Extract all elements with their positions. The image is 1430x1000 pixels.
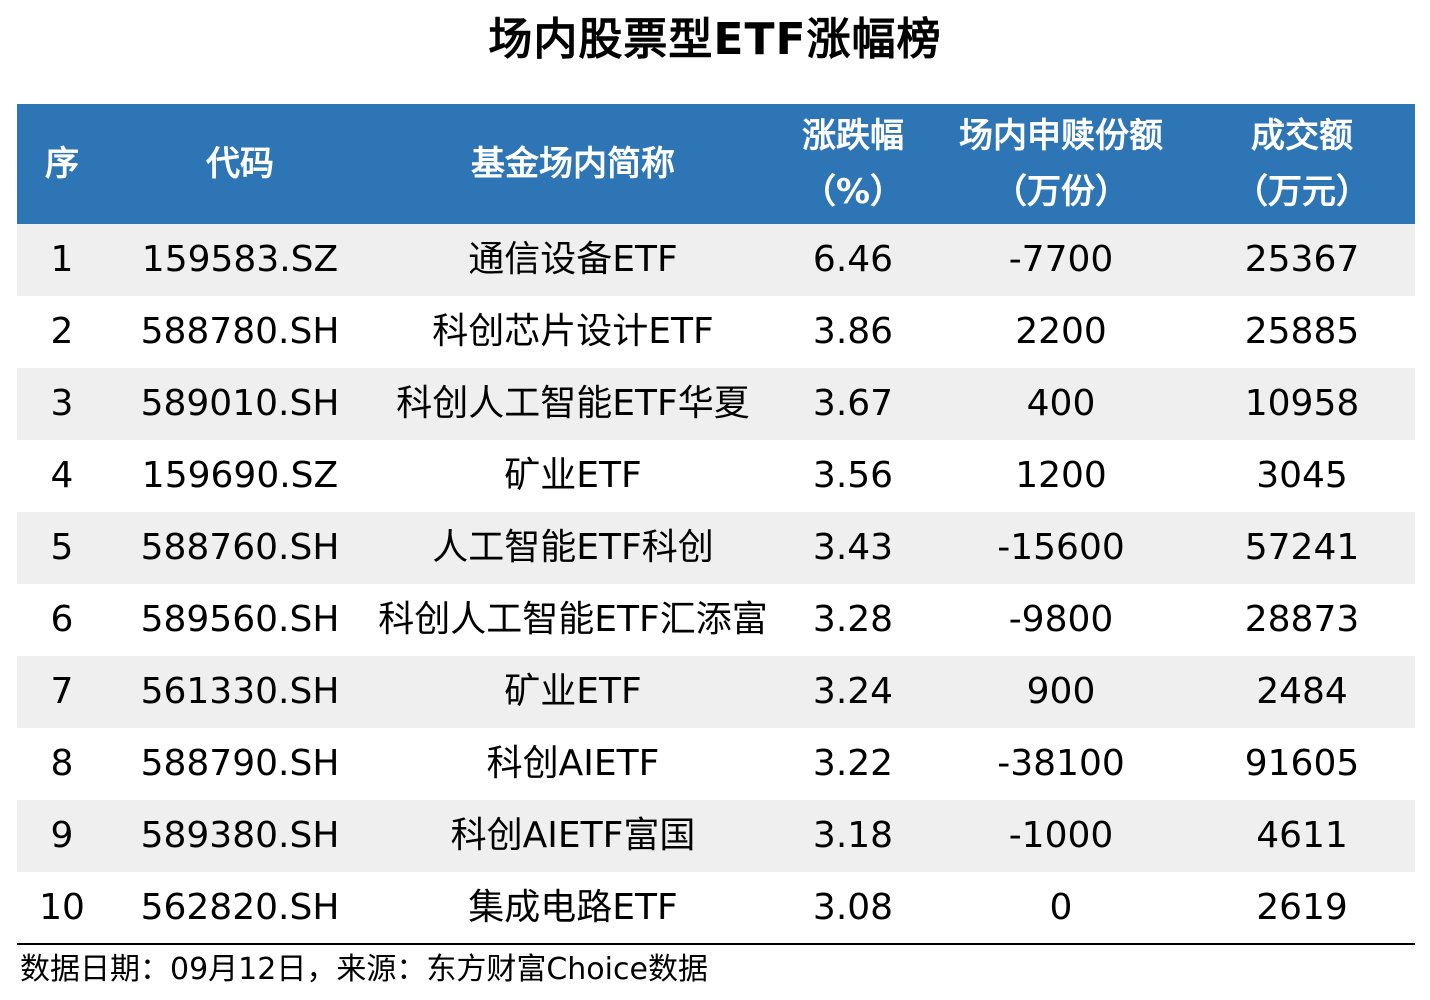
header-units: 场内申赎份额 （万份） [959, 116, 1163, 212]
name-cell: 人工智能ETF科创 [373, 512, 773, 584]
rank-cell: 10 [39, 887, 85, 928]
change-cell: 6.46 [812, 239, 894, 280]
turnover-cell: 57241 [1244, 527, 1360, 568]
change-cell: 3.86 [812, 311, 894, 352]
fund-name: 科创AIETF富国 [450, 815, 696, 856]
table-row: 7 561330.SH 矿业ETF 3.24 900 2484 [17, 656, 1415, 728]
rank-cell: 6 [50, 599, 74, 640]
change-cell: 3.08 [812, 887, 894, 928]
table-row: 2 588780.SH 科创芯片设计ETF 3.86 2200 25885 [17, 296, 1415, 368]
change-cell: 3.43 [812, 527, 894, 568]
name-cell: 通信设备ETF [373, 224, 773, 296]
units-cell: -38100 [997, 743, 1125, 784]
fund-name: 科创芯片设计ETF [432, 311, 714, 352]
change-cell: 3.67 [812, 383, 894, 424]
table-row: 6 589560.SH 科创人工智能ETF汇添富 3.28 -9800 2887… [17, 584, 1415, 656]
change-cell: 3.18 [812, 815, 894, 856]
rank-cell: 8 [50, 743, 74, 784]
fund-name: 矿业ETF [504, 671, 642, 712]
header-change: 涨跌幅 （%） [801, 116, 905, 212]
turnover-cell: 28873 [1244, 599, 1360, 640]
units-cell: 0 [1049, 887, 1073, 928]
change-cell: 3.28 [812, 599, 894, 640]
fund-name: 通信设备ETF [468, 239, 678, 280]
turnover-cell: 25367 [1244, 239, 1360, 280]
units-cell: -9800 [1008, 599, 1114, 640]
rank-cell: 9 [50, 815, 74, 856]
fund-name: 科创AIETF [486, 743, 660, 784]
rank-cell: 4 [50, 455, 74, 496]
rank-cell: 5 [50, 527, 74, 568]
fund-name: 科创人工智能ETF华夏 [396, 383, 750, 424]
footer-divider [17, 943, 1415, 945]
code-cell: 589010.SH [140, 383, 340, 424]
table-row: 5 588760.SH 人工智能ETF科创 3.43 -15600 57241 [17, 512, 1415, 584]
header-code: 代码 [206, 144, 274, 184]
change-cell: 3.24 [812, 671, 894, 712]
fund-name: 科创人工智能ETF汇添富 [378, 599, 768, 640]
fund-name: 人工智能ETF科创 [432, 527, 714, 568]
units-cell: 1200 [1015, 455, 1107, 496]
name-cell: 科创芯片设计ETF [373, 296, 773, 368]
table-row: 4 159690.SZ 矿业ETF 3.56 1200 3045 [17, 440, 1415, 512]
table-row: 8 588790.SH 科创AIETF 3.22 -38100 91605 [17, 728, 1415, 800]
etf-ranking-table: 序 代码 基金场内简称 涨跌幅 （%） 场内申赎份额 （万份） 成交额 （万元） 1 … [17, 104, 1415, 944]
table-row: 9 589380.SH 科创AIETF富国 3.18 -1000 4611 [17, 800, 1415, 872]
table-row: 10 562820.SH 集成电路ETF 3.08 0 2619 [17, 872, 1415, 944]
page-title: 场内股票型ETF涨幅榜 [488, 14, 942, 65]
name-cell: 科创人工智能ETF汇添富 [373, 584, 773, 656]
turnover-cell: 2484 [1256, 671, 1348, 712]
code-cell: 589380.SH [140, 815, 340, 856]
units-cell: 900 [1026, 671, 1096, 712]
turnover-cell: 3045 [1256, 455, 1348, 496]
header-name: 基金场内简称 [471, 144, 675, 184]
code-cell: 159583.SZ [141, 239, 339, 280]
table-row: 3 589010.SH 科创人工智能ETF华夏 3.67 400 10958 [17, 368, 1415, 440]
code-cell: 159690.SZ [141, 455, 339, 496]
units-cell: 400 [1026, 383, 1096, 424]
rank-cell: 3 [50, 383, 74, 424]
code-cell: 588780.SH [140, 311, 340, 352]
units-cell: -15600 [997, 527, 1125, 568]
turnover-cell: 91605 [1244, 743, 1360, 784]
rank-cell: 7 [50, 671, 74, 712]
name-cell: 科创AIETF [373, 728, 773, 800]
rank-cell: 2 [50, 311, 74, 352]
change-cell: 3.22 [812, 743, 894, 784]
code-cell: 589560.SH [140, 599, 340, 640]
header-rank: 序 [45, 144, 79, 184]
header-turnover: 成交额 （万元） [1234, 116, 1370, 212]
units-cell: -1000 [1008, 815, 1114, 856]
turnover-cell: 4611 [1256, 815, 1348, 856]
name-cell: 集成电路ETF [373, 872, 773, 944]
rank-cell: 1 [50, 239, 74, 280]
turnover-cell: 10958 [1244, 383, 1360, 424]
fund-name: 矿业ETF [504, 455, 642, 496]
code-cell: 562820.SH [140, 887, 340, 928]
table-row: 1 159583.SZ 通信设备ETF 6.46 -7700 25367 [17, 224, 1415, 296]
source-note: 数据日期：09月12日，来源：东方财富Choice数据 [20, 952, 708, 987]
units-cell: -7700 [1008, 239, 1114, 280]
name-cell: 矿业ETF [373, 440, 773, 512]
units-cell: 2200 [1015, 311, 1107, 352]
name-cell: 科创AIETF富国 [373, 800, 773, 872]
turnover-cell: 2619 [1256, 887, 1348, 928]
name-cell: 科创人工智能ETF华夏 [373, 368, 773, 440]
code-cell: 588790.SH [140, 743, 340, 784]
code-cell: 588760.SH [140, 527, 340, 568]
table-header-row: 序 代码 基金场内简称 涨跌幅 （%） 场内申赎份额 （万份） 成交额 （万元） [17, 104, 1415, 224]
fund-name: 集成电路ETF [468, 887, 678, 928]
turnover-cell: 25885 [1244, 311, 1360, 352]
code-cell: 561330.SH [140, 671, 340, 712]
change-cell: 3.56 [812, 455, 894, 496]
name-cell: 矿业ETF [373, 656, 773, 728]
